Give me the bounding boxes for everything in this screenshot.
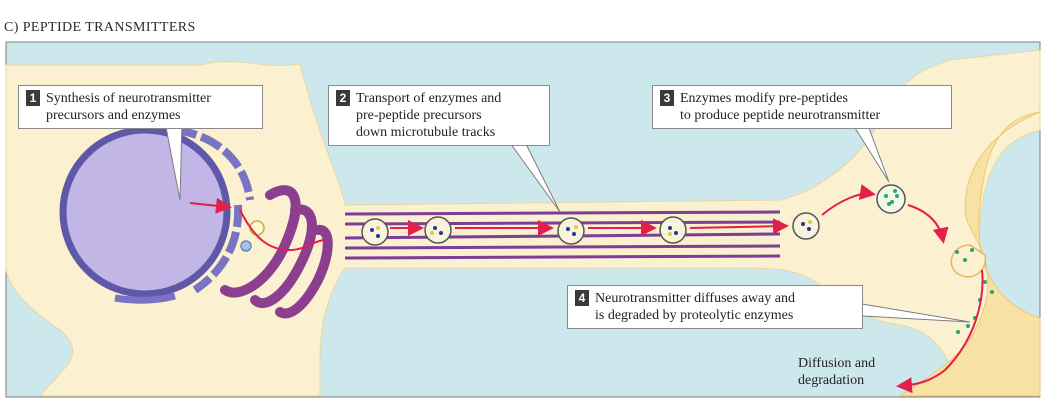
vesicle [361,218,389,246]
callout-step-1: 1 Synthesis of neurotransmitter precursor… [18,85,263,129]
axonal-vesicles [361,184,906,246]
vesicle [557,217,585,245]
step-number-1: 1 [26,90,40,106]
callout-pointers [164,119,971,323]
callout-step-4: 4 Neurotransmitter diffuses away and is d… [567,285,863,329]
nucleus [59,126,231,298]
synthesis-arrow [189,197,232,214]
golgi-stack-3 [275,225,333,319]
panel-title: C) PEPTIDE TRANSMITTERS [4,20,196,35]
budding-vesicle [249,220,265,236]
callout-step-2: 2 Transport of enzymes and pre-peptide pr… [328,85,550,146]
rough-er-upper [174,126,254,201]
peptide-vesicle [876,184,906,214]
vesicle [424,216,452,244]
step-text-2: Transport of enzymes and pre-peptide pre… [356,91,502,140]
transport-arrows [390,184,949,244]
golgi-stack-2 [250,204,317,309]
step-number-4: 4 [575,290,589,306]
diffusion-label: Diffusion and degradation [798,356,876,388]
vesicle [659,216,687,244]
step-text-4: Neurotransmitter diffuses away and is de… [595,291,795,323]
step-number-2: 2 [336,90,350,106]
vesicle [792,212,820,240]
callout-step-3: 3 Enzymes modify pre-peptides to produce … [652,85,952,129]
rough-er-lower [192,204,243,294]
golgi-stack-1 [220,185,301,298]
transport-vesicle [240,240,252,252]
step-text-3: Enzymes modify pre-peptides to produce p… [680,91,881,123]
rough-er-bottom [114,292,176,304]
postsynaptic-terminal [898,111,1041,397]
diffusion-arrow [896,269,984,394]
step-text-1: Synthesis of neurotransmitter precursors… [46,91,211,123]
golgi-path-arrow [239,209,326,252]
step-number-3: 3 [660,90,674,106]
